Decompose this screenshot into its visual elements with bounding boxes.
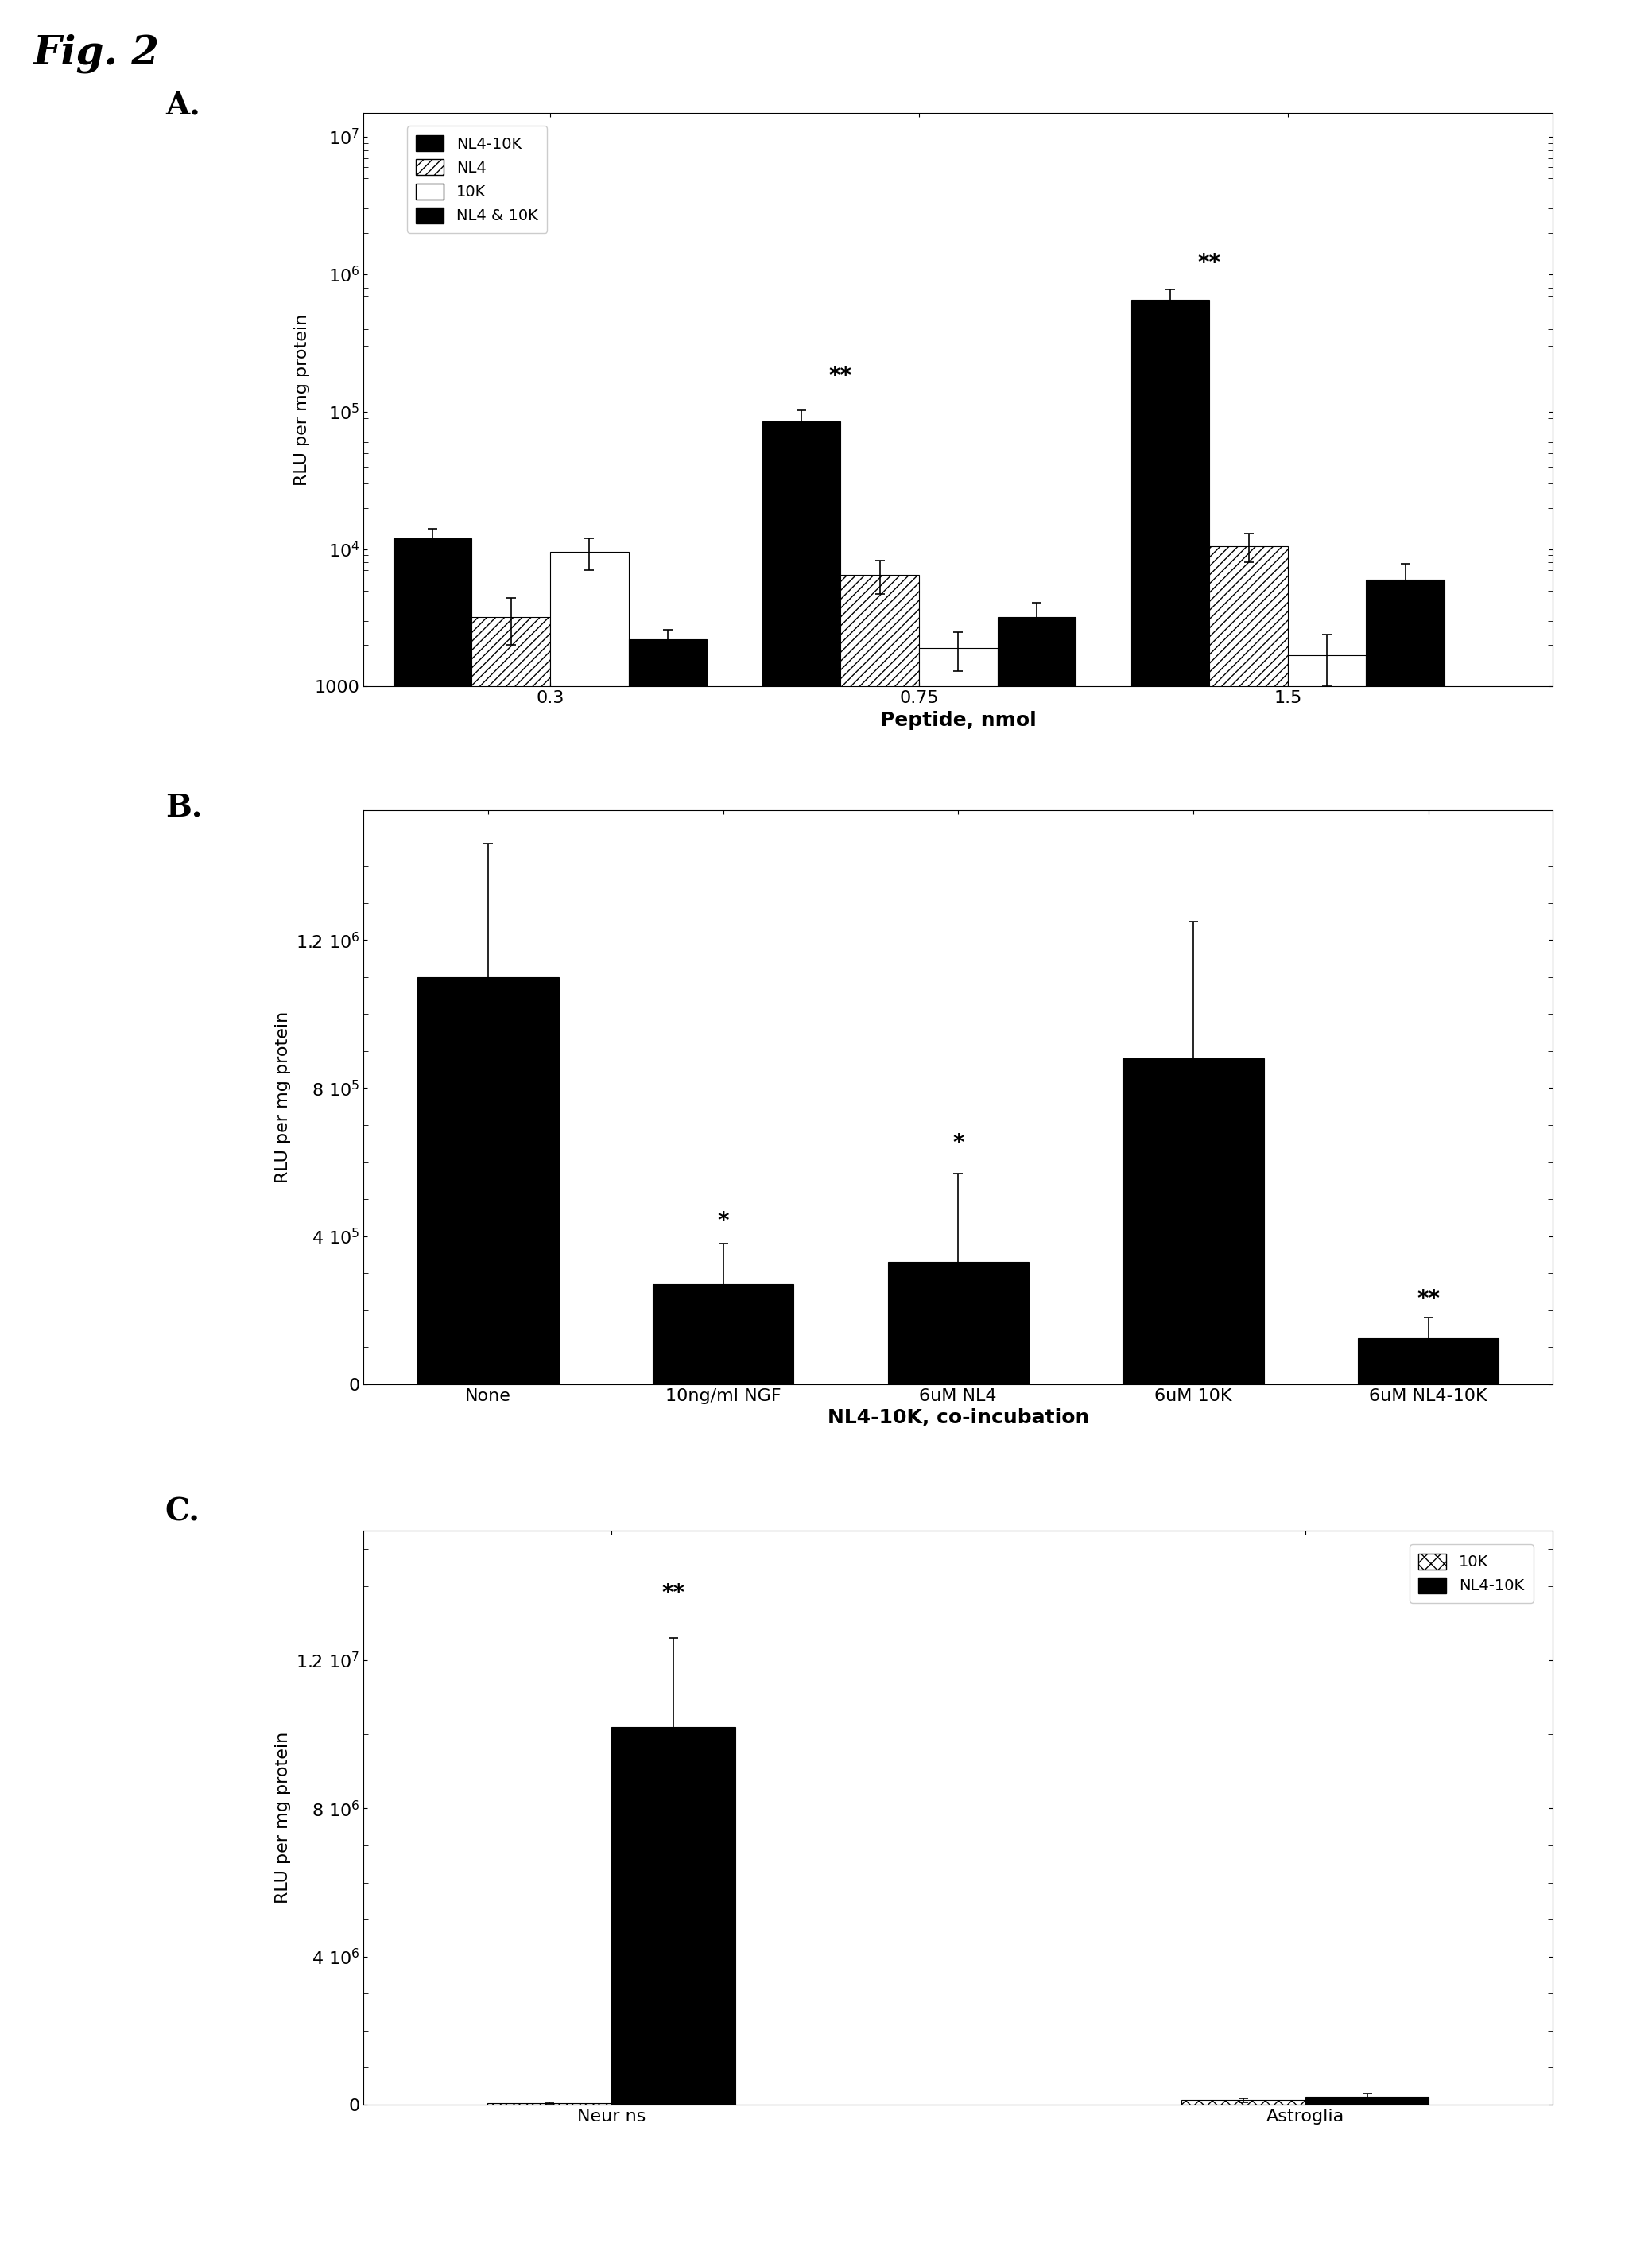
Text: B.: B. [165,792,202,822]
Bar [550,551,628,2251]
Bar [628,639,707,2251]
Y-axis label: RLU per mg protein: RLU per mg protein [294,313,311,486]
Bar [1209,547,1289,2251]
Bar [418,977,558,1384]
Bar [1289,655,1366,2251]
Text: A.: A. [165,90,200,119]
Bar [887,1263,1029,1384]
Bar [762,421,841,2251]
Bar [1123,1058,1264,1384]
Text: **: ** [1198,252,1221,275]
Y-axis label: RLU per mg protein: RLU per mg protein [276,1731,291,1904]
Bar [472,617,550,2251]
Bar [611,1727,735,2105]
X-axis label: NL4-10K, co-incubation: NL4-10K, co-incubation [828,1409,1089,1427]
Text: **: ** [1417,1288,1441,1310]
Bar [841,574,919,2251]
Bar [1132,299,1209,2251]
Bar [1181,2100,1305,2105]
Text: Fig. 2: Fig. 2 [33,34,160,72]
Legend: 10K, NL4-10K: 10K, NL4-10K [1409,1544,1533,1603]
Bar [1305,2096,1429,2105]
Bar [393,538,472,2251]
Bar [998,617,1075,2251]
Bar [1366,579,1444,2251]
Bar [1358,1337,1498,1384]
Text: **: ** [829,365,852,387]
X-axis label: Peptide, nmol: Peptide, nmol [881,711,1036,729]
Bar [653,1285,793,1384]
Bar [919,648,998,2251]
Text: *: * [717,1211,729,1234]
Text: *: * [953,1132,963,1155]
Text: C.: C. [165,1497,200,1526]
Y-axis label: RLU per mg protein: RLU per mg protein [274,1011,291,1184]
Legend: NL4-10K, NL4, 10K, NL4 & 10K: NL4-10K, NL4, 10K, NL4 & 10K [406,126,547,234]
Text: **: ** [662,1582,684,1605]
